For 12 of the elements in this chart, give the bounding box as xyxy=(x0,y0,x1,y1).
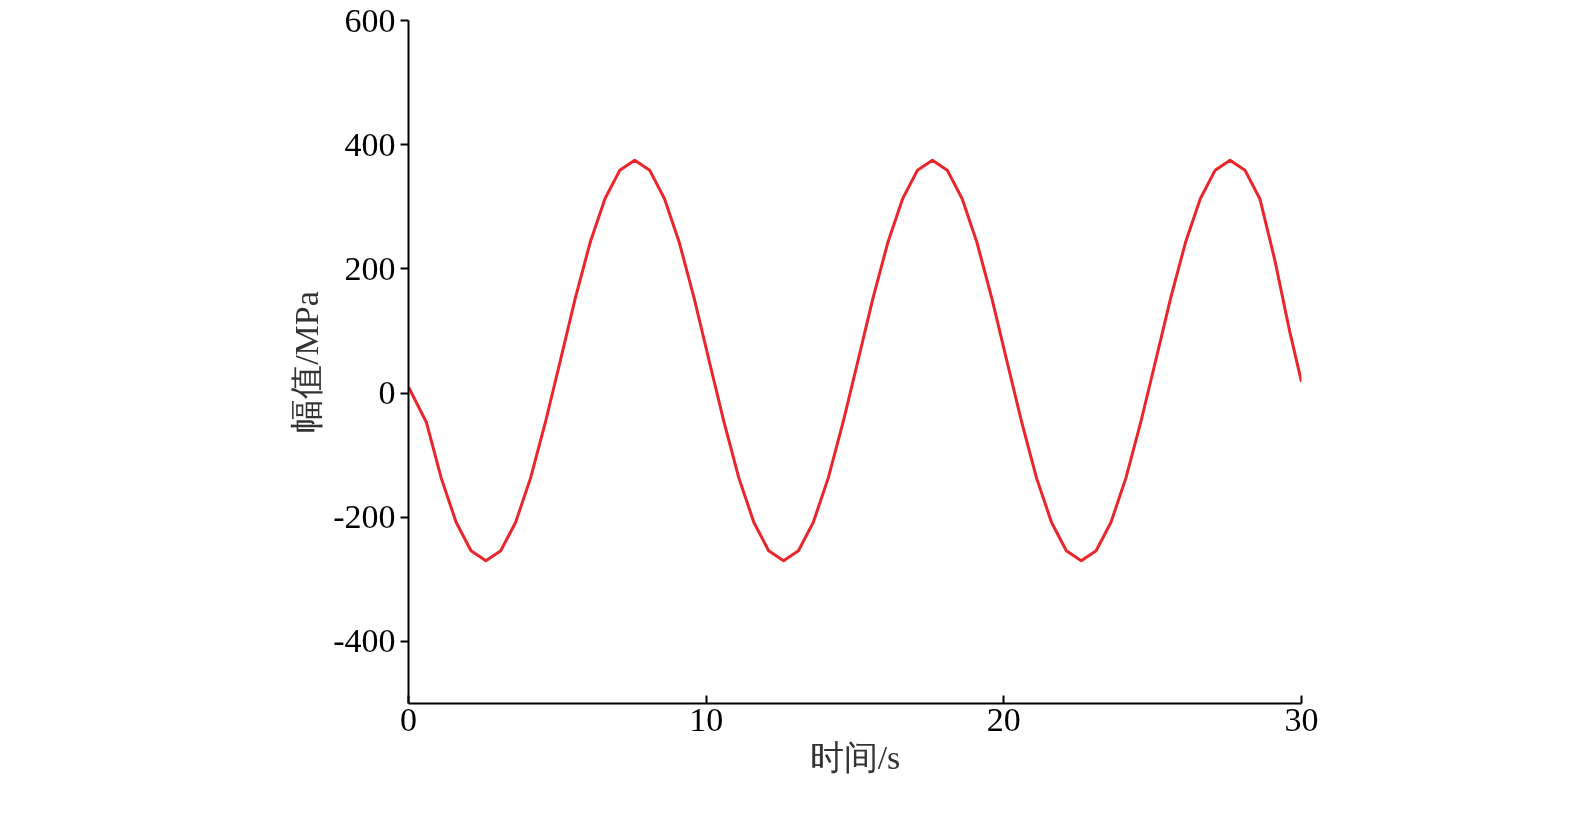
y-tick-label: -200 xyxy=(333,498,396,536)
y-tick-label: 0 xyxy=(378,374,396,412)
y-tick-label: -400 xyxy=(333,622,396,660)
line-series xyxy=(408,158,1302,563)
x-axis-title: 时间/s xyxy=(809,738,901,776)
x-tick-label: 20 xyxy=(986,700,1021,738)
x-tick-label: 10 xyxy=(689,700,724,738)
y-tick-label: 600 xyxy=(344,1,396,39)
y-tick-label: 400 xyxy=(344,125,396,163)
y-tick-label: 200 xyxy=(344,249,396,287)
y-axis-title: 幅值/MPa xyxy=(288,291,326,433)
x-tick-label: 30 xyxy=(1284,700,1319,738)
